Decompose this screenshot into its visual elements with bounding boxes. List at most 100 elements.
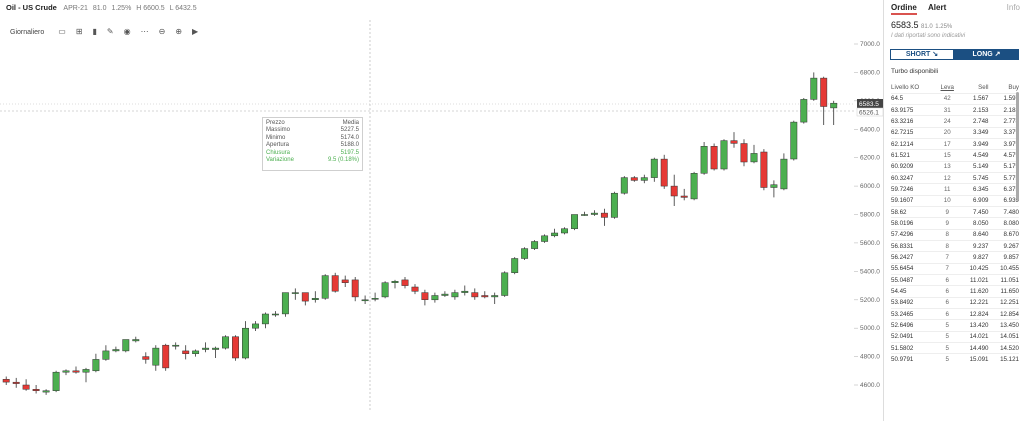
candle[interactable] [830,102,838,109]
candle[interactable] [291,292,299,294]
candle[interactable] [421,292,429,300]
candle[interactable] [122,339,130,352]
tab-alert[interactable]: Alert [928,3,947,12]
candle[interactable] [770,184,778,188]
table-row[interactable]: 59.7246 11 6.345 6.375 [891,183,1019,196]
candle[interactable] [32,389,40,391]
candle[interactable] [371,298,379,300]
candle[interactable] [501,272,509,296]
table-row[interactable]: 60.3247 12 5.745 5.775 [891,171,1019,184]
candle[interactable] [391,281,399,283]
table-row[interactable]: 60.9209 13 5.149 5.179 [891,160,1019,173]
candle[interactable] [740,143,748,163]
table-row[interactable]: 52.0491 5 14.021 14.051 [891,330,1019,343]
candle[interactable] [132,339,140,342]
candle[interactable] [82,369,90,373]
price-chart[interactable]: 7000.06800.06600.06400.06200.06000.05800… [0,0,883,421]
candle[interactable] [192,350,200,354]
candle[interactable] [222,336,229,349]
candle[interactable] [760,151,768,188]
candle[interactable] [112,349,120,352]
candle[interactable] [152,347,160,366]
table-row[interactable]: 53.8492 6 12.221 12.251 [891,296,1019,309]
table-row[interactable]: 55.6454 7 10.425 10.455 [891,262,1019,275]
candle[interactable] [720,140,728,170]
candle[interactable] [650,158,658,178]
candle[interactable] [182,350,190,354]
candle[interactable] [800,99,808,123]
candle[interactable] [381,282,389,298]
table-row[interactable]: 63.9175 31 2.153 2.183 [891,103,1019,116]
table-row[interactable]: 58.0196 9 8.050 8.080 [891,217,1019,230]
table-row[interactable]: 52.6496 5 13.420 13.450 [891,319,1019,332]
tab-ordine[interactable]: Ordine [891,3,917,15]
candle[interactable] [680,195,688,198]
candle[interactable] [2,379,10,383]
long-button[interactable]: LONG ↗ [954,49,1019,60]
candle[interactable] [72,370,80,373]
candle[interactable] [780,158,788,190]
table-row[interactable]: 53.2465 6 12.824 12.854 [891,308,1019,320]
candle[interactable] [341,279,349,283]
bar-chart-icon[interactable]: ▮ [92,27,97,36]
candle[interactable] [301,292,309,302]
col-leverage[interactable]: Leva [940,83,954,91]
table-row[interactable]: 59.1607 10 6.909 6.939 [891,194,1019,207]
table-row[interactable]: 56.8331 8 9.237 9.267 [891,239,1019,252]
candle[interactable] [212,347,220,350]
candle[interactable] [551,232,559,237]
candle[interactable] [42,390,50,393]
tab-info[interactable]: Info [1006,3,1020,12]
draw-pencil-icon[interactable]: ✎ [106,27,114,36]
table-row[interactable]: 62.7215 20 3.349 3.379 [891,126,1019,139]
eye-icon[interactable]: ◉ [123,27,131,36]
candle[interactable] [581,214,588,216]
candle[interactable] [252,323,259,329]
candle[interactable] [561,228,568,234]
candle[interactable] [411,286,419,292]
candle[interactable] [52,371,60,391]
candle[interactable] [202,347,210,350]
candle[interactable] [431,295,439,301]
candle[interactable] [351,279,359,298]
candle[interactable] [172,344,180,347]
candle[interactable] [22,384,30,390]
candle[interactable] [12,381,20,384]
candle[interactable] [321,275,329,299]
zoom-out-icon[interactable]: ⊖ [158,27,166,36]
col-ko-level[interactable]: Livello KO [891,83,920,91]
candle[interactable] [261,313,269,325]
table-row[interactable]: 63.3216 24 2.748 2.778 [891,115,1019,128]
table-scrollbar[interactable] [1016,92,1019,200]
candle[interactable] [710,146,718,170]
candle[interactable] [590,212,598,215]
play-icon[interactable]: ▶ [192,27,199,36]
candle[interactable] [481,295,489,298]
candle[interactable] [471,292,479,298]
short-button[interactable]: SHORT ↘ [890,49,954,60]
candle[interactable] [401,279,409,286]
timeframe-selector[interactable]: Giornaliero [10,28,45,36]
candle[interactable] [790,121,798,160]
col-buy[interactable]: Buy [1008,83,1019,91]
candle[interactable] [810,77,818,100]
add-indicator-icon[interactable]: ⊞ [75,27,83,36]
candle[interactable] [491,295,499,298]
candle[interactable] [690,173,698,200]
candle[interactable] [311,298,319,300]
candle[interactable] [162,344,170,369]
table-row[interactable]: 54.45 6 11.620 11.650 [891,285,1019,298]
candle[interactable] [461,290,469,293]
table-row[interactable]: 55.0487 6 11.021 11.051 [891,273,1019,286]
candle[interactable] [92,359,100,372]
candle[interactable] [511,258,519,273]
candle[interactable] [820,77,828,107]
candle-type-icon[interactable]: ▭ [58,27,66,36]
candle[interactable] [700,146,708,174]
table-row[interactable]: 50.9791 5 15.091 15.121 [891,353,1019,366]
table-row[interactable]: 58.62 9 7.450 7.480 [891,205,1019,218]
candle[interactable] [232,336,239,359]
table-row[interactable]: 56.2427 7 9.827 9.857 [891,251,1019,264]
candle[interactable] [600,212,608,218]
more-icon[interactable]: ⋯ [140,27,149,36]
